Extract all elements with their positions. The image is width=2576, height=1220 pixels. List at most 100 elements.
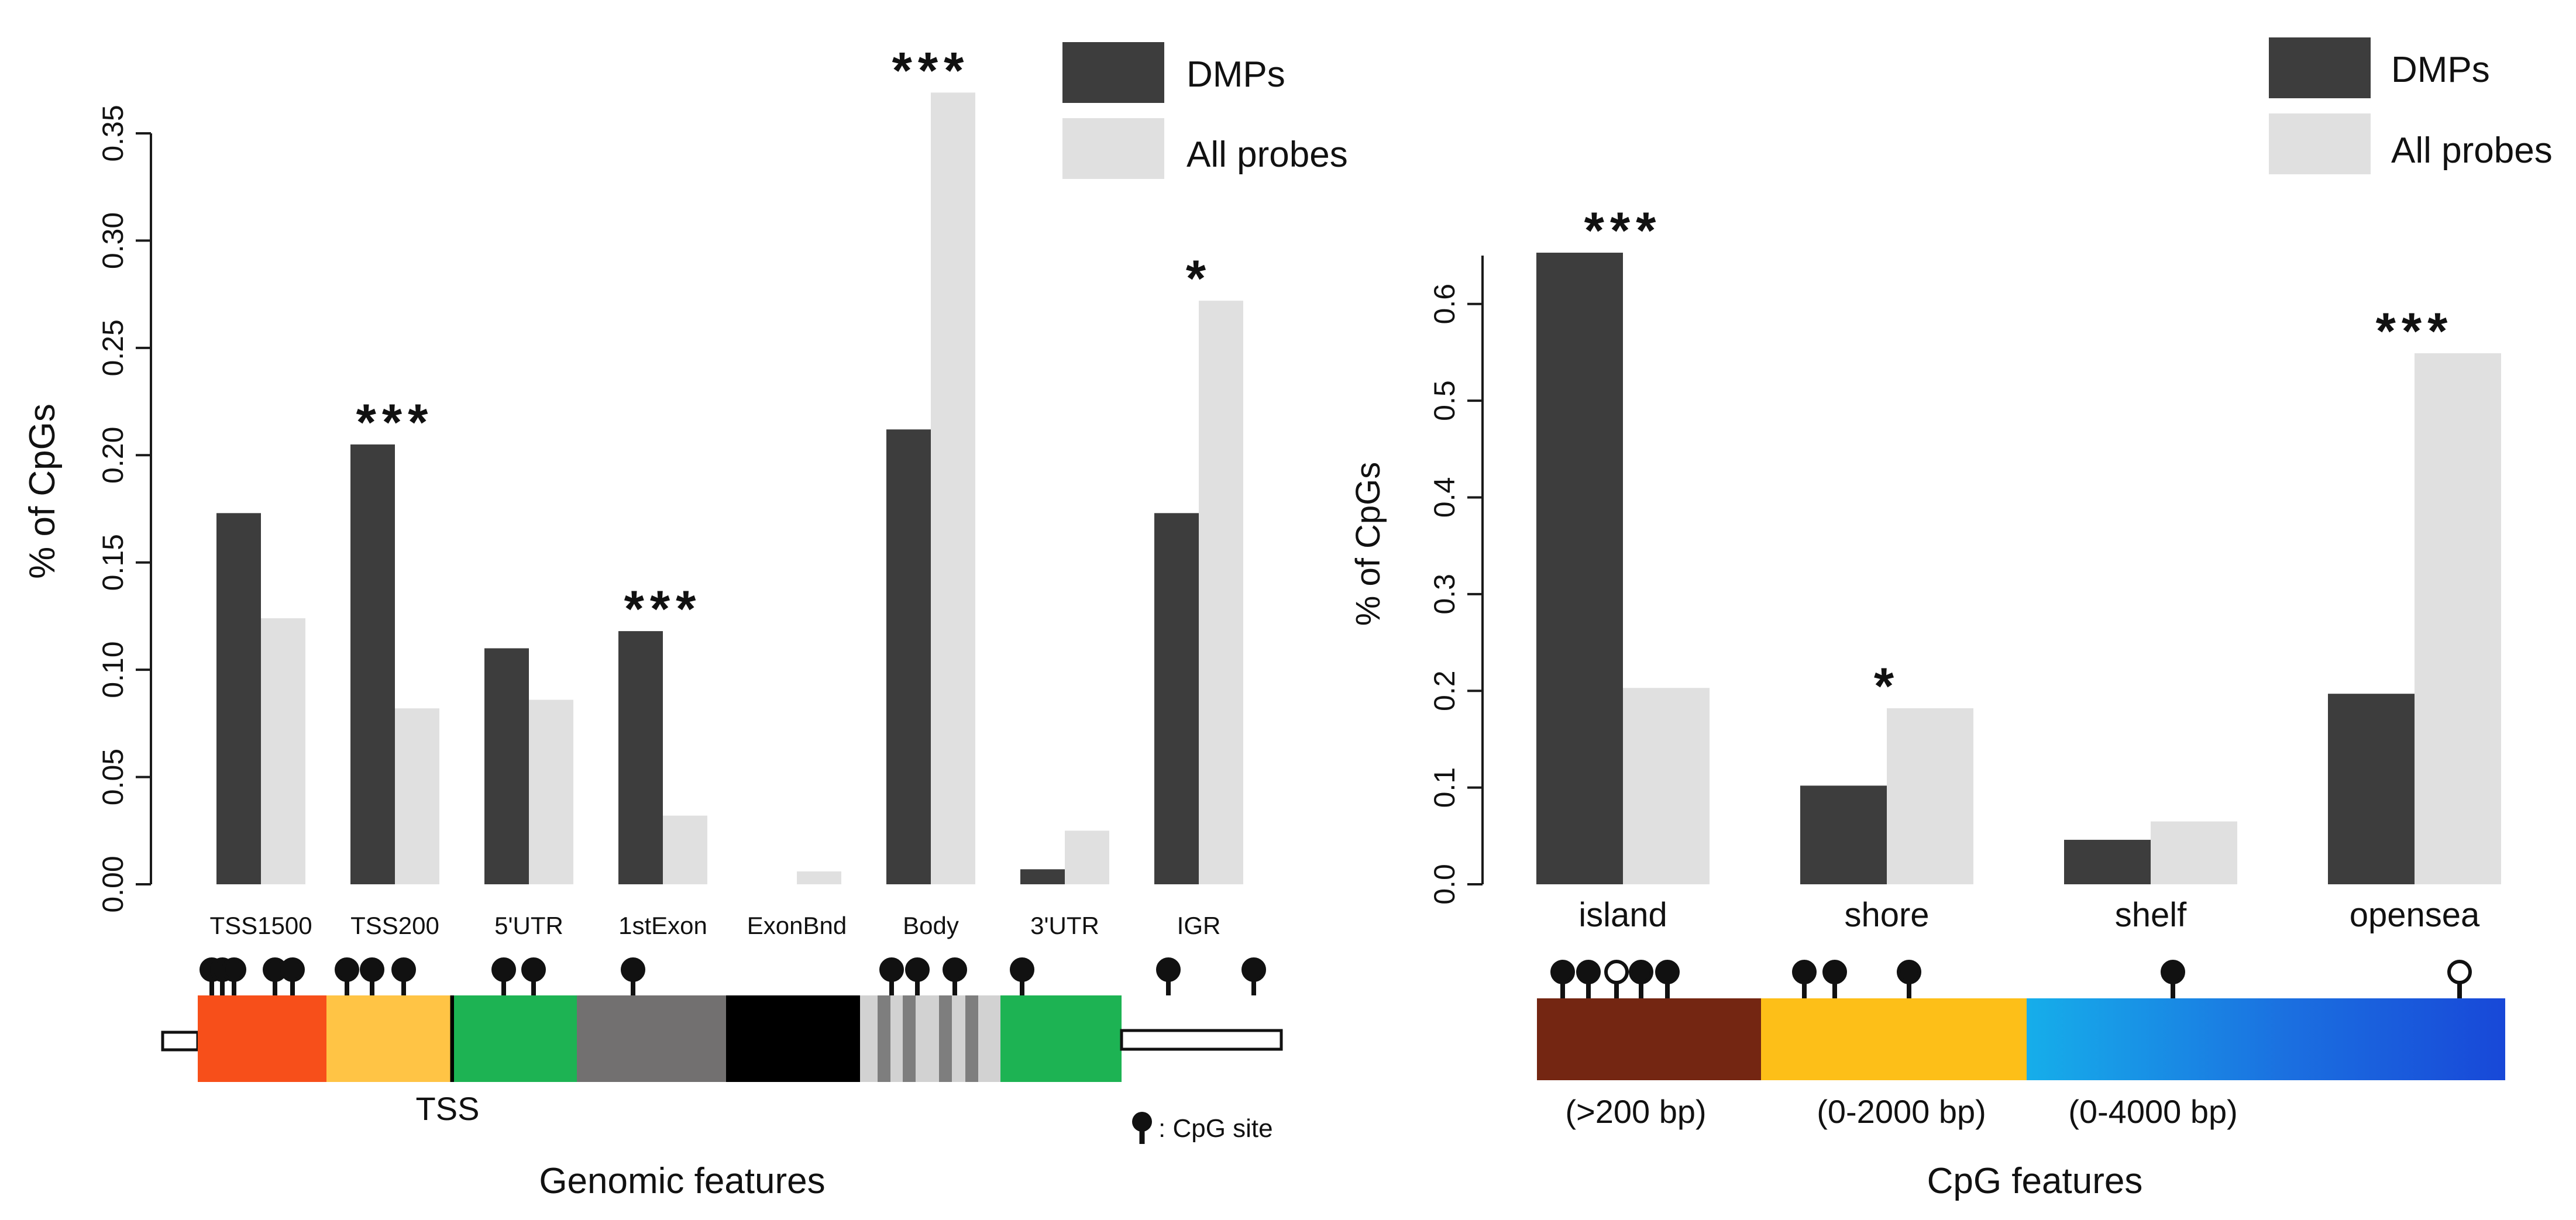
cpg-site-icon — [1576, 960, 1601, 984]
bar-all-probes-1stexon — [663, 815, 707, 884]
cpg-site-icon — [1897, 960, 1921, 984]
cpg-site-key-icon — [1132, 1112, 1152, 1132]
bar-all-probes-igr — [1199, 301, 1243, 884]
bar-all-probes-opensea — [2415, 353, 2501, 884]
bar-all-probes-shore — [1887, 708, 1973, 884]
island-range-label: (>200 bp) — [1565, 1093, 1706, 1130]
bar-all-probes-3-utr — [1065, 830, 1109, 884]
y-tick-label: 0.20 — [97, 427, 129, 484]
legend-label-all-probes: All probes — [1186, 135, 1348, 175]
cpg-site-icon — [335, 957, 359, 982]
bar-all-probes-tss1500 — [261, 618, 305, 884]
x-tick-label-igr: IGR — [1177, 912, 1221, 939]
cpg-site-icon — [280, 957, 305, 982]
significance-opensea: *** — [2376, 302, 2454, 360]
utr5-region — [454, 995, 577, 1082]
genomic-bars — [216, 92, 1243, 885]
cpg-feature-diagram: (>200 bp) (0-2000 bp) (0-4000 bp) — [1537, 960, 2505, 1130]
y-tick-label: 0.25 — [97, 319, 129, 376]
cpg-site-icon — [1792, 960, 1817, 984]
genomic-legend: DMPs All probes — [1062, 42, 1348, 179]
bar-dmps-3-utr — [1020, 869, 1065, 884]
significance-igr: * — [1186, 249, 1212, 307]
x-tick-label-3-utr: 3'UTR — [1030, 912, 1099, 939]
cpg-site-icon — [1550, 960, 1575, 984]
cpg-site-icon — [905, 957, 930, 982]
bar-all-probes-tss200 — [395, 708, 439, 884]
bar-all-probes-exonbnd — [797, 871, 841, 884]
y-tick-label: 0.3 — [1428, 574, 1461, 615]
genomic-cpg-sites — [200, 957, 1266, 995]
legend-label-dmps: DMPs — [1186, 54, 1285, 95]
shelf-range-label: (0-4000 bp) — [2068, 1093, 2238, 1130]
genomic-x-title: Genomic features — [539, 1161, 825, 1201]
x-tick-label-body: Body — [903, 912, 959, 939]
significance-1stexon: *** — [624, 580, 702, 637]
bar-dmps-tss200 — [350, 444, 395, 884]
bar-dmps-opensea — [2328, 694, 2415, 884]
cpg-site-icon — [879, 957, 904, 982]
cpg-site-icon — [1655, 960, 1680, 984]
genomic-x-labels: TSS1500 TSS200 5'UTR 1stExon ExonBnd Body 3'UT… — [209, 912, 1220, 939]
legend-swatch-all-probes — [1062, 118, 1164, 179]
cpg-site-icon — [360, 957, 384, 982]
gene-structure-diagram: TSS : CpG site — [161, 957, 1283, 1144]
bar-dmps-5-utr — [484, 648, 529, 884]
x-tick-label-tss1500: TSS1500 — [209, 912, 312, 939]
significance-shore: * — [1874, 657, 1900, 715]
exonbnd-region — [726, 995, 860, 1082]
tss-label: TSS — [416, 1090, 480, 1127]
cpg-legend: DMPs All probes — [2269, 37, 2553, 174]
bar-all-probes-body — [931, 92, 975, 885]
bar-dmps-1stexon — [618, 631, 663, 884]
x-tick-label-island: island — [1578, 896, 1667, 934]
bar-all-probes-5-utr — [529, 699, 573, 884]
tss1500-region — [198, 995, 326, 1082]
y-tick-label: 0.30 — [97, 212, 129, 269]
y-tick-label: 0.1 — [1428, 767, 1461, 808]
body-stripe — [939, 995, 952, 1082]
shelf-opensea-region — [2027, 998, 2505, 1080]
cpg-site-icon — [1629, 960, 1653, 984]
body-stripe — [965, 995, 978, 1082]
bar-dmps-body — [886, 429, 931, 884]
bar-dmps-shelf — [2064, 839, 2151, 884]
body-stripe — [903, 995, 916, 1082]
y-tick-label: 0.6 — [1428, 284, 1461, 325]
bar-dmps-island — [1536, 253, 1623, 884]
shore-range-label: (0-2000 bp) — [1817, 1093, 1986, 1130]
bar-dmps-igr — [1154, 513, 1199, 884]
legend-swatch-dmps — [1062, 42, 1164, 103]
bar-all-probes-island — [1623, 688, 1710, 884]
cpg-x-labels: island shore shelf opensea — [1578, 896, 2480, 934]
island-region — [1537, 998, 1761, 1080]
cpg-feature-sites — [1550, 960, 2472, 998]
x-tick-label-shelf: shelf — [2115, 896, 2187, 934]
genomic-y-label: % of CpGs — [22, 404, 63, 579]
genomic-chart: 0.000.050.100.150.200.250.300.35 *******… — [22, 41, 1348, 1201]
cpg-site-key-label: : CpG site — [1158, 1114, 1273, 1143]
cpg-site-icon — [2161, 960, 2185, 984]
y-tick-label: 0.00 — [97, 856, 129, 912]
legend-swatch-dmps — [2269, 37, 2371, 98]
body-stripe — [878, 995, 890, 1082]
cpg-site-icon — [491, 957, 516, 982]
legend-label-all-probes: All probes — [2391, 130, 2553, 171]
tss200-region — [326, 995, 452, 1082]
cpg-site-icon — [943, 957, 967, 982]
cpg-x-title: CpG features — [1927, 1161, 2143, 1201]
upstream-box — [161, 1031, 200, 1052]
cpg-site-icon — [1241, 957, 1266, 982]
cpg-site-icon — [2447, 960, 2472, 984]
bar-dmps-tss1500 — [216, 513, 261, 884]
significance-body: *** — [892, 41, 970, 99]
legend-swatch-all-probes — [2269, 113, 2371, 174]
cpg-chart: 0.00.10.20.30.40.50.6 ******* island shor… — [1349, 37, 2553, 1201]
cpg-site-icon — [1604, 960, 1629, 984]
cpg-significance: ******* — [1584, 201, 2454, 715]
y-tick-label: 0.2 — [1428, 670, 1461, 711]
y-tick-label: 0.0 — [1428, 864, 1461, 905]
x-tick-label-shore: shore — [1844, 896, 1929, 934]
cpg-site-icon — [521, 957, 546, 982]
